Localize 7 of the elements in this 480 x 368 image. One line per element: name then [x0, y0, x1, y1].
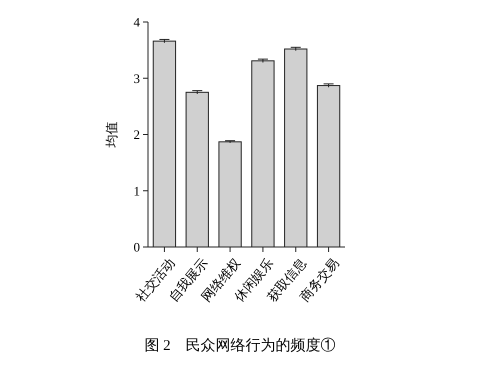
y-tick-label: 0	[134, 240, 140, 255]
y-tick-label: 1	[134, 183, 140, 198]
y-tick-label: 2	[134, 127, 140, 142]
y-tick-label: 4	[134, 14, 140, 30]
y-axis-title: 均值	[104, 122, 119, 148]
y-tick-label: 3	[134, 70, 140, 86]
caption: 图 2 民众网络行为的频度①	[144, 337, 336, 354]
